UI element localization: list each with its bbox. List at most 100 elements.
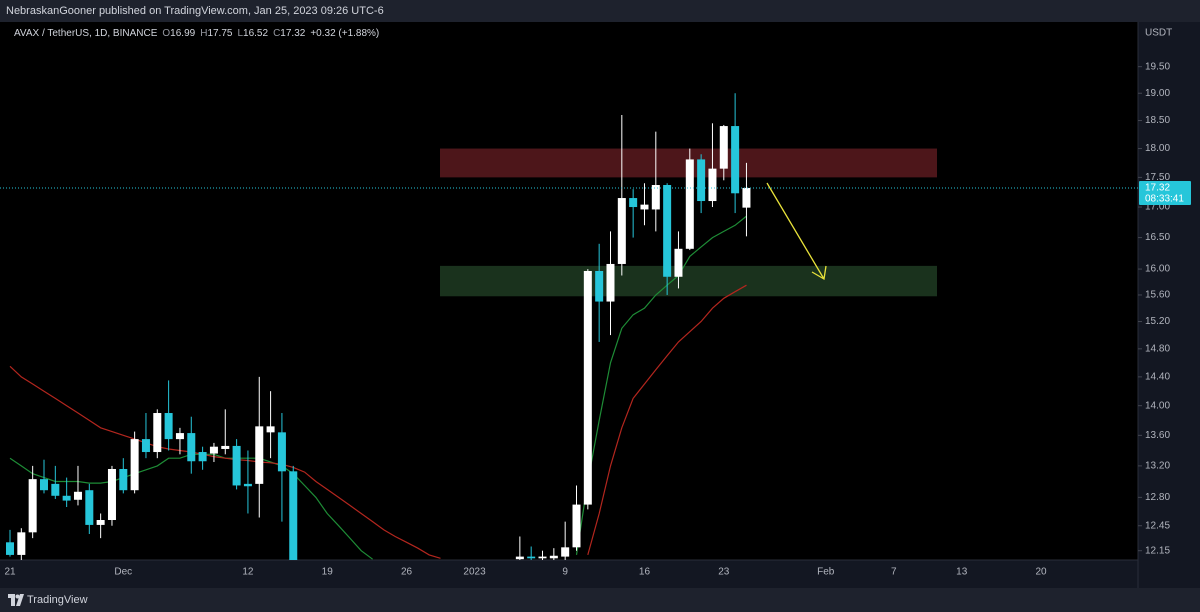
candle-body [629, 198, 638, 208]
x-tick-label: 2023 [463, 567, 486, 578]
y-tick-label: 17.50 [1145, 172, 1170, 183]
moving-average [9, 284, 747, 559]
currency-label: USDT [1145, 28, 1172, 39]
y-tick-label: 12.45 [1145, 520, 1170, 531]
candle-body [130, 439, 139, 491]
candle-body [617, 198, 626, 264]
y-tick-label: 18.00 [1145, 143, 1170, 154]
candle-body [73, 491, 82, 500]
x-tick-label: 7 [891, 567, 897, 578]
ohlc-key: C [273, 28, 281, 39]
y-tick-label: 16.00 [1145, 264, 1170, 275]
candle-body [742, 187, 751, 208]
publisher-bar: NebraskanGooner published on TradingView… [0, 0, 1200, 22]
candle-body [232, 445, 241, 486]
ohlc-value: 17.32 [280, 28, 306, 39]
y-tick-label: 15.20 [1145, 316, 1170, 327]
ohlc-value: 17.75 [207, 28, 233, 39]
y-tick-label: 12.15 [1145, 545, 1170, 556]
candle-body [175, 433, 184, 440]
ohlc-key: L [237, 28, 244, 39]
candle-body [255, 426, 264, 484]
publisher: NebraskanGooner published on TradingView… [6, 5, 384, 17]
candle-body [640, 204, 649, 210]
candle-body [527, 556, 536, 559]
candle-body [266, 426, 275, 433]
chart: USDT 12.15 12.45 12.80 13.20 13.60 14.00 14.40… [0, 22, 1200, 588]
brand: TradingView [27, 594, 88, 606]
brand-bar: TradingView [0, 588, 1200, 612]
last-price-label: 17.32 [1145, 183, 1170, 194]
candle-body [141, 439, 150, 453]
y-tick-label: 12.80 [1145, 492, 1170, 503]
y-tick-label: 19.00 [1145, 88, 1170, 99]
x-tick-label: 20 [1035, 567, 1047, 578]
candle-body [198, 452, 207, 462]
ohlc-value: 16.52 [243, 28, 269, 39]
candle-body [708, 168, 717, 202]
candle-body [277, 432, 286, 472]
y-tick-label: 14.40 [1145, 372, 1170, 383]
ohlc-key: H [200, 28, 208, 39]
candle-body [583, 270, 592, 505]
change: +0.32 (+1.88%) [310, 28, 380, 39]
candle-body [651, 185, 660, 210]
candle-body [28, 479, 37, 533]
candle-body [697, 159, 706, 202]
price-axis [1138, 22, 1200, 588]
candle-body [107, 468, 116, 521]
candle-body [96, 520, 105, 525]
candle-body [119, 468, 128, 491]
candle-body [663, 185, 672, 277]
x-tick-label: 21 [4, 567, 16, 578]
candle-body [731, 126, 740, 194]
x-tick-label: 19 [322, 567, 334, 578]
ohlc-key: O [162, 28, 171, 39]
countdown: 08:33:41 [1145, 194, 1184, 205]
y-tick-label: 14.80 [1145, 343, 1170, 354]
candle-body [153, 413, 162, 453]
candle-body [164, 413, 173, 440]
x-tick-label: Dec [114, 567, 132, 578]
x-tick-label: 23 [718, 567, 730, 578]
arrow [766, 182, 825, 280]
time-axis [0, 560, 1138, 588]
candle-body [538, 556, 547, 559]
candle-body [209, 446, 218, 454]
candle-body [572, 504, 581, 548]
candle-body [187, 433, 196, 462]
candle-body [17, 532, 26, 555]
y-tick-label: 14.00 [1145, 400, 1170, 411]
ohlc-value: 16.99 [170, 28, 196, 39]
candle-body [561, 547, 570, 557]
plot [6, 93, 937, 560]
candle-body [62, 495, 71, 501]
y-tick-label: 18.50 [1145, 115, 1170, 126]
candle-body [549, 555, 558, 559]
candle-body [674, 248, 683, 277]
candle-body [685, 159, 694, 249]
arrow-head [811, 265, 827, 281]
x-tick-label: 13 [956, 567, 968, 578]
y-tick-label: 13.20 [1145, 461, 1170, 472]
x-tick-label: 16 [639, 567, 651, 578]
y-tick-label: 16.50 [1145, 232, 1170, 243]
candle-body [243, 483, 252, 487]
zone [440, 265, 937, 297]
symbol: AVAX / TetherUS, 1D, BINANCE [14, 28, 158, 39]
brand-logo [8, 594, 24, 606]
x-tick-label: 26 [401, 567, 413, 578]
x-tick-label: Feb [817, 567, 835, 578]
candle-body [515, 556, 524, 560]
x-tick-label: 12 [242, 567, 254, 578]
legend: AVAX / TetherUS, 1D, BINANCE O16.99 H17.75… [14, 28, 379, 39]
candle-body [606, 263, 615, 302]
y-tick-label: 15.60 [1145, 290, 1170, 301]
candle-body [39, 479, 48, 491]
y-tick-label: 13.60 [1145, 430, 1170, 441]
y-tick-label: 19.50 [1145, 61, 1170, 72]
candle-body [6, 542, 14, 555]
candle-body [51, 483, 60, 496]
candle-body [595, 270, 604, 302]
